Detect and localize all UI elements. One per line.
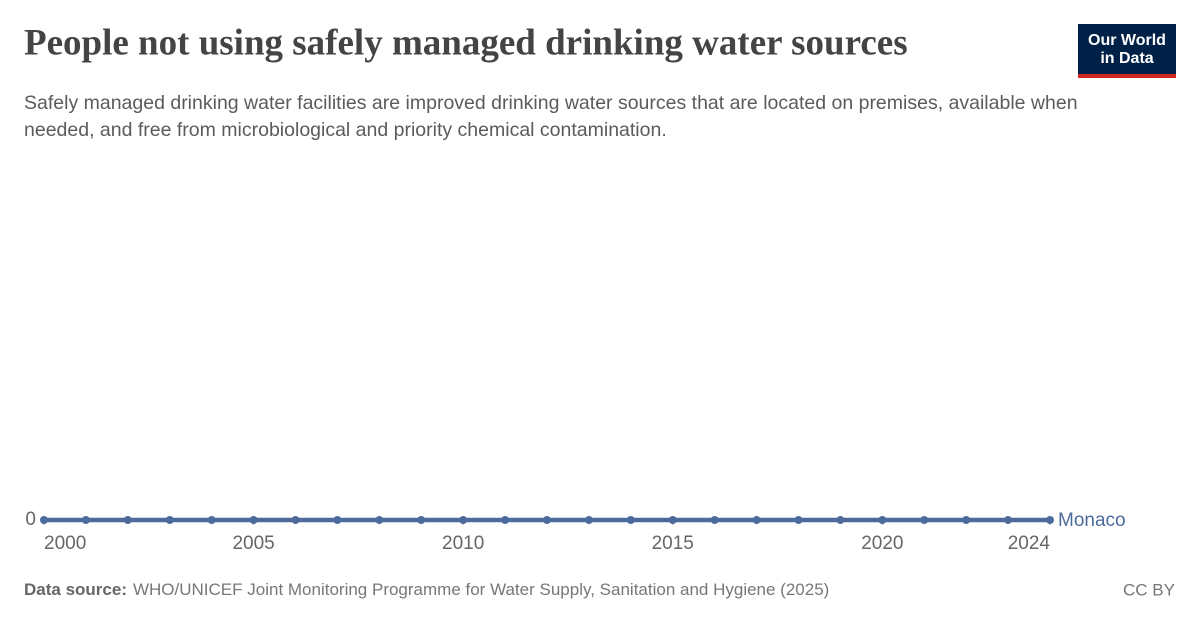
data-point	[123, 516, 132, 524]
subtitle-line: Safely managed drinking water facilities…	[24, 92, 1083, 114]
chart-title: People not using safely managed drinking…	[24, 22, 908, 63]
data-point	[375, 516, 384, 524]
logo-text: Our World	[1088, 32, 1166, 49]
data-point	[1046, 516, 1054, 524]
y-tick-label: 0	[25, 509, 36, 530]
source: Data source: WHO/UNICEF Joint Monitoring …	[24, 580, 829, 599]
data-point	[878, 516, 887, 524]
data-point	[962, 516, 971, 524]
logo-stripe	[1078, 74, 1176, 78]
data-point	[626, 516, 635, 524]
data-point	[668, 516, 677, 524]
data-point	[249, 516, 258, 524]
x-tick-label: 2000	[44, 533, 86, 554]
data-point	[501, 516, 510, 524]
chart-subtitle: Safely managed drinking water facilities…	[24, 92, 1083, 141]
data-point	[207, 516, 216, 524]
source-text: WHO/UNICEF Joint Monitoring Programme fo…	[133, 580, 829, 599]
x-tick-label: 2010	[442, 533, 484, 554]
data-point	[333, 516, 342, 524]
data-point	[794, 516, 803, 524]
series-label: Monaco	[1058, 510, 1126, 531]
data-point	[417, 516, 426, 524]
data-point	[920, 516, 929, 524]
data-point	[1004, 516, 1013, 524]
data-point	[836, 516, 845, 524]
data-point	[459, 516, 468, 524]
data-point	[543, 516, 551, 524]
x-tick-label: 2024	[1008, 533, 1051, 554]
logo-text: in Data	[1100, 50, 1153, 67]
data-point	[710, 516, 719, 524]
x-tick-label: 2020	[861, 533, 903, 554]
data-point	[165, 516, 174, 524]
logo-box	[1078, 24, 1176, 78]
data-point	[291, 516, 300, 524]
x-tick-label: 2015	[652, 533, 694, 554]
source-label: Data source:	[24, 580, 127, 599]
license: CC BY	[1123, 580, 1175, 599]
subtitle-line: needed, and free from microbiological an…	[24, 119, 667, 141]
data-point	[81, 516, 90, 524]
x-tick-label: 2005	[232, 533, 274, 554]
data-point	[40, 516, 48, 524]
data-point	[752, 516, 761, 524]
data-point	[584, 516, 593, 524]
subtitle-text: Safely managed drinking water facilities…	[24, 92, 1083, 141]
